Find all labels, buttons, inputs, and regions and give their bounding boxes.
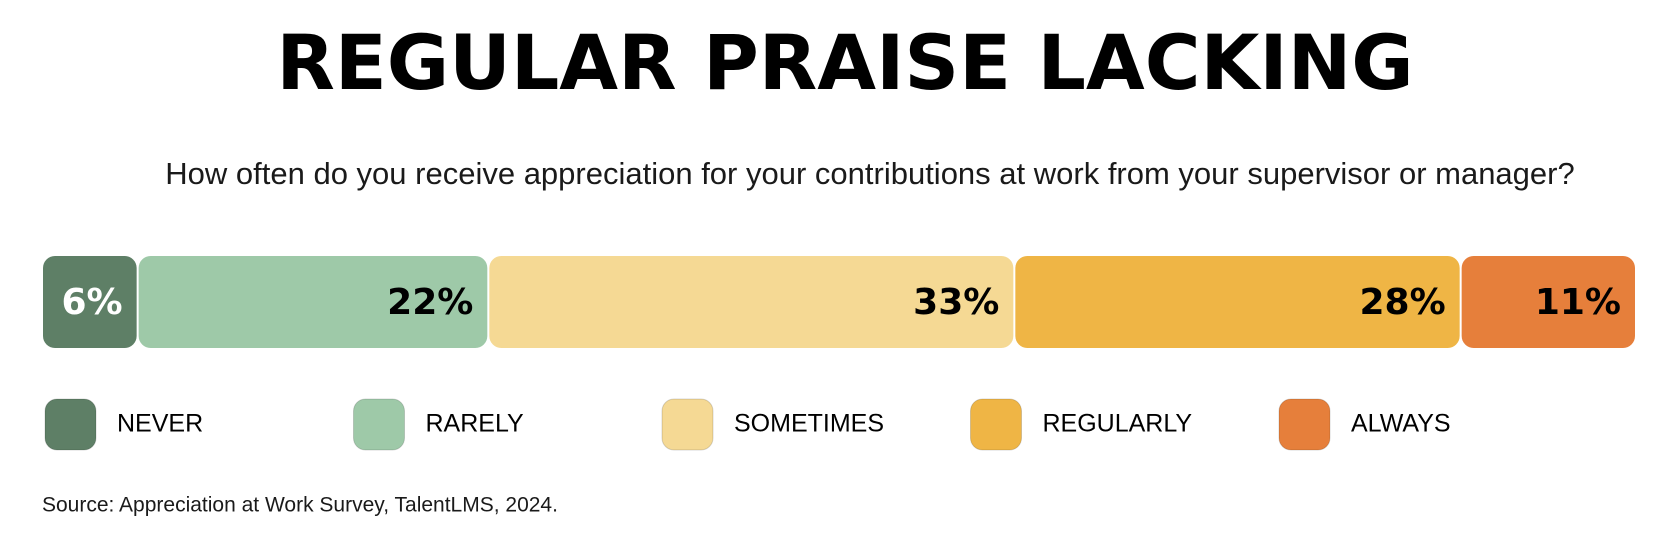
bar-segment (43, 256, 137, 348)
value-label: 11% (1535, 282, 1621, 323)
value-label: 28% (1359, 282, 1445, 323)
bar-segment (489, 256, 1014, 348)
bar-segment (138, 256, 488, 348)
legend-swatch (353, 398, 405, 451)
chart-title: REGULAR PRAISE LACKING (276, 18, 1413, 107)
bar-segment (1015, 256, 1460, 348)
legend-label: ALWAYS (1351, 410, 1451, 438)
value-label: 33% (913, 282, 999, 323)
legend-swatch (970, 398, 1022, 451)
chart-subtitle: How often do you receive appreciation fo… (165, 156, 1574, 191)
legend-swatch (661, 398, 714, 451)
value-label: 6% (62, 282, 123, 323)
legend-swatch (44, 398, 97, 451)
legend-label: SOMETIMES (734, 410, 884, 438)
value-label: 22% (387, 282, 473, 323)
legend-label: RARELY (426, 410, 525, 438)
legend-swatch (1278, 398, 1331, 451)
legend-label: REGULARLY (1043, 410, 1193, 438)
bar-segment (1461, 256, 1635, 348)
source-note: Source: Appreciation at Work Survey, Tal… (42, 494, 558, 517)
legend-label: NEVER (117, 410, 203, 438)
